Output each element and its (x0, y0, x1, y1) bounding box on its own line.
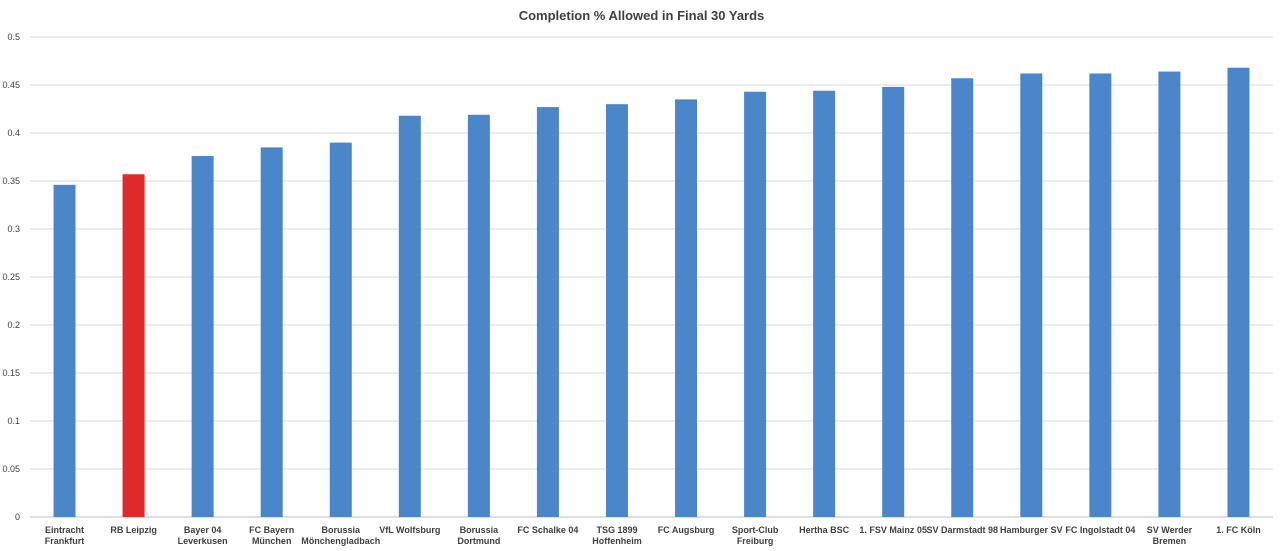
x-tick-label: Eintracht Frankfurt (45, 525, 85, 546)
y-tick-label: 0.2 (7, 320, 20, 330)
y-tick-label: 0.35 (2, 176, 20, 186)
x-tick-label-line: FC Augsburg (658, 525, 715, 535)
bar (536, 107, 559, 517)
y-tick-label: 0 (15, 512, 20, 522)
y-tick-label: 0.25 (2, 272, 20, 282)
bar (813, 90, 836, 517)
bar (744, 91, 767, 517)
x-tick-label-line: 1. FC Köln (1216, 525, 1261, 535)
x-tick-label-line: Frankfurt (45, 536, 85, 546)
bar (1089, 73, 1112, 517)
x-tick-label-line: 1. FSV Mainz 05 (859, 525, 927, 535)
y-tick-label: 0.4 (7, 128, 20, 138)
x-tick-label: FC Bayern München (249, 525, 294, 546)
x-tick-label-line: München (252, 536, 292, 546)
x-tick-label: 1. FSV Mainz 05 (859, 525, 927, 535)
x-tick-label-line: Bremen (1153, 536, 1187, 546)
bar (882, 86, 905, 518)
x-tick-label-line: TSG 1899 (596, 525, 637, 535)
x-tick-label: FC Ingolstadt 04 (1065, 525, 1135, 535)
x-tick-label-line: FC Bayern (249, 525, 294, 535)
x-tick-label: Hamburger SV (1000, 525, 1063, 535)
y-tick-label: 0.15 (2, 368, 20, 378)
x-tick-label: TSG 1899 Hoffenheim (592, 525, 642, 546)
x-tick-label: FC Schalke 04 (517, 525, 578, 535)
bar (398, 115, 421, 517)
x-tick-label-line: Sport-Club (732, 525, 779, 535)
x-tick-label: RB Leipzig (110, 525, 157, 535)
bar (122, 174, 145, 517)
x-tick-label-line: Freiburg (737, 536, 774, 546)
bar (467, 114, 490, 517)
x-tick-label: FC Augsburg (658, 525, 715, 535)
x-tick-label-line: Hamburger SV (1000, 525, 1063, 535)
x-tick-label: 1. FC Köln (1216, 525, 1261, 535)
x-tick-label-line: SV Werder (1147, 525, 1193, 535)
x-tick-label-line: FC Ingolstadt 04 (1065, 525, 1135, 535)
x-tick-label: SV Darmstadt 98 (926, 525, 998, 535)
x-tick-label-line: Borussia (460, 525, 500, 535)
x-tick-label-line: VfL Wolfsburg (379, 525, 440, 535)
x-tick-label-line: SV Darmstadt 98 (926, 525, 998, 535)
chart-title: Completion % Allowed in Final 30 Yards (518, 8, 765, 23)
x-tick-label-line: Borussia (321, 525, 361, 535)
y-tick-label: 0.05 (2, 464, 20, 474)
x-tick-label-line: Hoffenheim (592, 536, 642, 546)
bar (1020, 73, 1043, 517)
y-tick-label: 0.1 (7, 416, 20, 426)
y-tick-label: 0.45 (2, 80, 20, 90)
x-tick-label-line: FC Schalke 04 (517, 525, 578, 535)
y-tick-label: 0.5 (7, 32, 20, 42)
bar (260, 147, 283, 517)
x-tick-label-line: Mönchengladbach (301, 536, 380, 546)
x-tick-label: Borussia Dortmund (457, 525, 500, 546)
bar (329, 142, 352, 517)
x-tick-label-line: RB Leipzig (110, 525, 157, 535)
bar (675, 99, 698, 518)
x-tick-label-line: Hertha BSC (799, 525, 850, 535)
bar (951, 78, 974, 517)
bar (191, 156, 214, 518)
x-tick-label: Hertha BSC (799, 525, 850, 535)
x-tick-label: VfL Wolfsburg (379, 525, 440, 535)
bar (1227, 67, 1250, 517)
x-tick-label-line: Dortmund (457, 536, 500, 546)
x-tick-label: Borussia Mönchengladbach (301, 525, 380, 546)
y-tick-label: 0.3 (7, 224, 20, 234)
x-tick-label: Sport-Club Freiburg (732, 525, 779, 546)
x-tick-label-line: Bayer 04 (184, 525, 222, 535)
x-tick-label: SV Werder Bremen (1147, 525, 1193, 546)
bar (53, 184, 76, 517)
x-tick-label-line: Leverkusen (178, 536, 228, 546)
x-tick-label: Bayer 04 Leverkusen (178, 525, 228, 546)
bar (1158, 71, 1181, 517)
bar (605, 104, 628, 517)
x-tick-label-line: Eintracht (45, 525, 84, 535)
